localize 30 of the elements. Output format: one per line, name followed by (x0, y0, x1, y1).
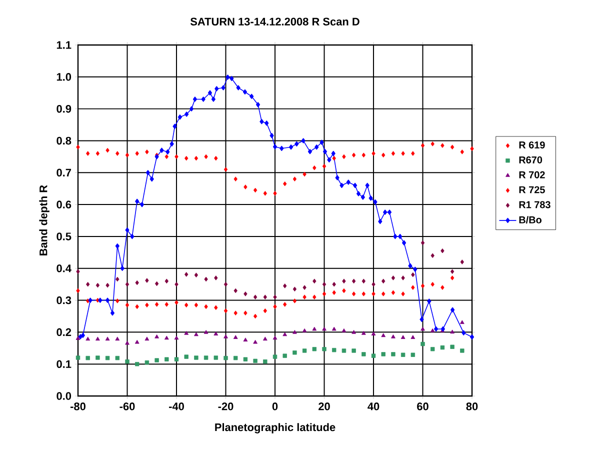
x-tick-label: -60 (120, 402, 135, 410)
x-tick-label: 60 (417, 402, 428, 410)
legend-label: R 725 (519, 186, 545, 194)
x-tick-label: -20 (218, 402, 234, 410)
y-axis-title: Band depth R (39, 185, 50, 256)
legend-label: R670 (519, 156, 542, 164)
y-tick-label: 0.5 (56, 232, 72, 240)
y-tick-label: 1.1 (56, 41, 72, 49)
x-tick-label: 0 (272, 402, 278, 410)
x-tick-label: -80 (70, 402, 86, 410)
x-tick-label: 80 (466, 402, 478, 410)
chart-title: SATURN 13-14.12.2008 R Scan D (190, 18, 360, 26)
legend-label: R 619 (519, 141, 545, 148)
legend-label: B/Bo (519, 216, 542, 224)
y-tick-label: 0.1 (56, 360, 72, 368)
x-axis-title: Planetographic latitude (215, 423, 336, 434)
y-tick-label: 0.4 (56, 264, 72, 272)
y-tick-label: 0.7 (56, 168, 72, 177)
x-tick-label: 20 (318, 402, 330, 410)
y-tick-label: 1.0 (56, 73, 72, 81)
y-tick-label: 0.3 (56, 296, 72, 304)
y-tick-label: 0.9 (56, 104, 72, 113)
legend-label: R1 783 (519, 201, 550, 208)
y-tick-label: 0.8 (56, 136, 72, 145)
legend-label: R 702 (519, 171, 545, 178)
y-tick-label: 0.2 (56, 328, 72, 336)
x-tick-label: 40 (368, 402, 380, 410)
y-tick-label: 0.0 (56, 392, 72, 400)
x-tick-label: -40 (169, 402, 184, 410)
y-tick-label: 0.6 (56, 200, 72, 208)
